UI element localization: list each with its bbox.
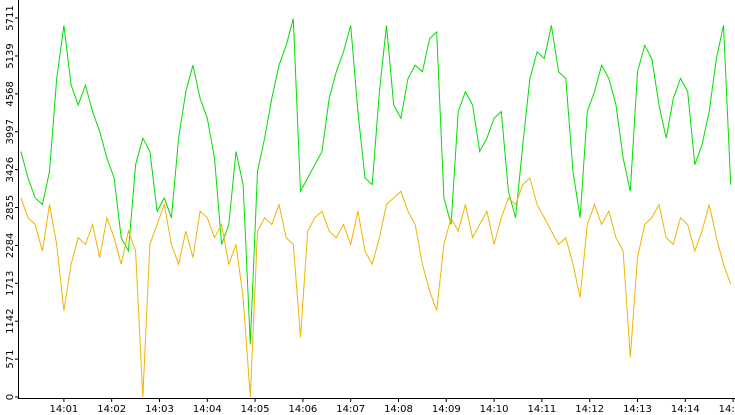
y-tick-label: 5711 bbox=[5, 5, 16, 30]
y-tick-label: 571 bbox=[5, 350, 16, 369]
y-tick-label: 3997 bbox=[5, 119, 16, 144]
x-tick-label: 14:12 bbox=[575, 404, 604, 415]
y-tick-label: 3426 bbox=[5, 157, 16, 182]
x-tick-label: 14:11 bbox=[527, 404, 556, 415]
x-tick-label: 14:01 bbox=[49, 404, 78, 415]
x-tick-label: 14:03 bbox=[145, 404, 174, 415]
x-tick-label: 14:14 bbox=[671, 404, 700, 415]
x-tick-label: 14:06 bbox=[288, 404, 317, 415]
x-tick-label: 14:07 bbox=[336, 404, 365, 415]
x-tick-label: 14:02 bbox=[97, 404, 126, 415]
y-tick-label: 1142 bbox=[5, 308, 16, 333]
y-tick-label: 2855 bbox=[5, 195, 16, 220]
y-tick-label: 2284 bbox=[5, 233, 16, 258]
y-tick-label: 1713 bbox=[5, 271, 16, 296]
x-tick-label: 14:09 bbox=[432, 404, 461, 415]
x-tick-label: 14:05 bbox=[241, 404, 270, 415]
x-tick-label: 14:15 bbox=[719, 404, 735, 415]
y-tick-label: 0 bbox=[5, 394, 16, 400]
x-tick-label: 14:10 bbox=[480, 404, 509, 415]
y-tick-label: 4568 bbox=[5, 81, 16, 106]
x-tick-label: 14:04 bbox=[193, 404, 222, 415]
series-line bbox=[20, 18, 732, 344]
y-tick-label: 5139 bbox=[5, 43, 16, 68]
series-line bbox=[20, 177, 732, 398]
x-tick-label: 14:08 bbox=[384, 404, 413, 415]
x-tick-label: 14:13 bbox=[623, 404, 652, 415]
